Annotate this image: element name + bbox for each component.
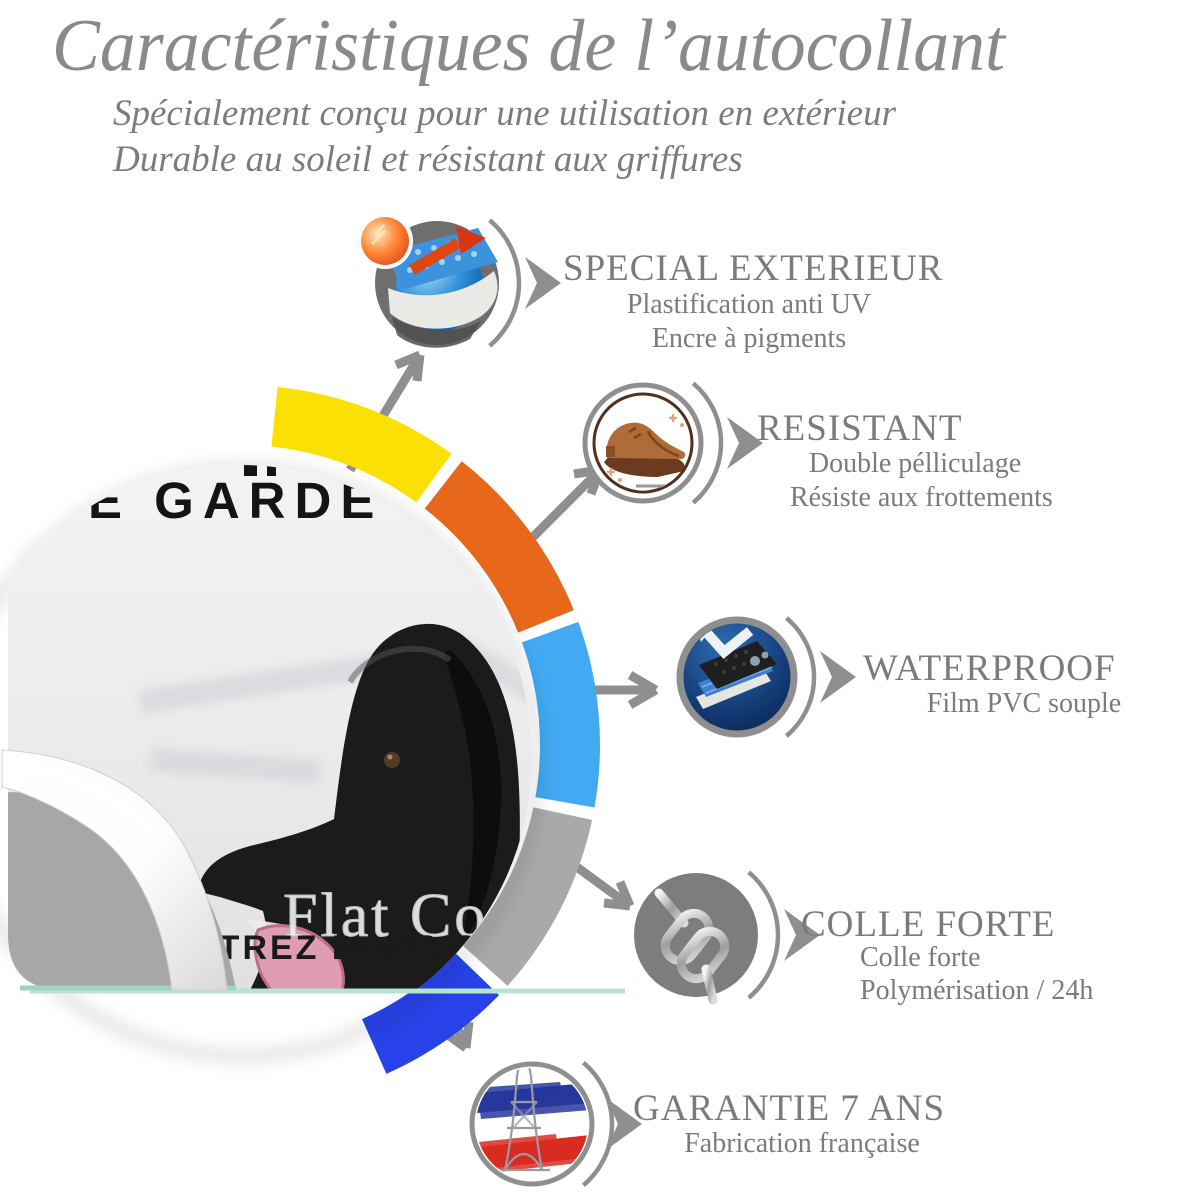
curled-sheet (1, 749, 228, 991)
feature-line: Double pélliculage (808, 448, 1022, 479)
feature-title-garantie: GARANTIE 7 ANS (633, 1088, 946, 1129)
chevron-arc (747, 870, 781, 1000)
feature-line: Film PVC souple (926, 688, 1122, 719)
dog-eye (384, 752, 400, 768)
chain-links-icon (634, 873, 758, 1005)
feature-line: Plastification anti UV (626, 289, 872, 320)
chevron-arc (785, 616, 817, 738)
page-subtitle-line2: Durable au soleil et résistant aux griff… (113, 139, 743, 180)
feature-line: Fabrication française (684, 1128, 920, 1159)
uv-lamination-icon (357, 213, 561, 348)
feature-line: Encre à pigments (651, 323, 847, 354)
pointer-triangle (784, 909, 820, 961)
feature-title-colle-forte: COLLE FORTE (801, 904, 1056, 945)
french-flag-eiffel-icon (469, 1060, 642, 1188)
clipped-word-fragments (244, 465, 276, 476)
feature-title-special-exterieur: SPECIAL EXTERIEUR (563, 248, 944, 289)
feature-title-resistant: RESISTANT (757, 408, 963, 449)
chevron-arc (581, 1060, 615, 1188)
arc-segment-gray (463, 807, 593, 986)
feature-line: Colle forte (860, 942, 981, 973)
page-subtitle-line1: Spécialement conçu pour une utilisation … (113, 93, 896, 134)
chevron-arc (691, 381, 724, 505)
feature-line: Résiste aux frottements (790, 482, 1053, 513)
color-arc-segments (271, 387, 600, 1074)
dog-photo (198, 624, 533, 990)
peeled-corner (1, 749, 236, 991)
feature-title-waterproof: WATERPROOF (863, 648, 1116, 689)
pointer-triangle (606, 1098, 642, 1150)
sun-icon (361, 217, 409, 265)
pointer-triangle (820, 651, 856, 703)
layered-film-icon (676, 616, 856, 738)
arc-segment-yellow (271, 387, 452, 503)
arc-segment-royal (362, 953, 499, 1074)
dog-tongue (253, 924, 345, 990)
pointer-triangle (525, 257, 561, 309)
arc-segment-orange (424, 461, 574, 633)
dog-ear (444, 650, 502, 944)
feature-line: Polymérisation / 24h (860, 975, 1094, 1006)
pointer-triangle (727, 417, 763, 469)
shoe-icon (582, 381, 763, 505)
eiffel-tower (498, 1068, 550, 1172)
sticker-watermark: Flat Co (283, 882, 488, 950)
chevron-arc (488, 218, 522, 348)
page-title: Caractéristiques de l’autocollant (52, 5, 1005, 87)
